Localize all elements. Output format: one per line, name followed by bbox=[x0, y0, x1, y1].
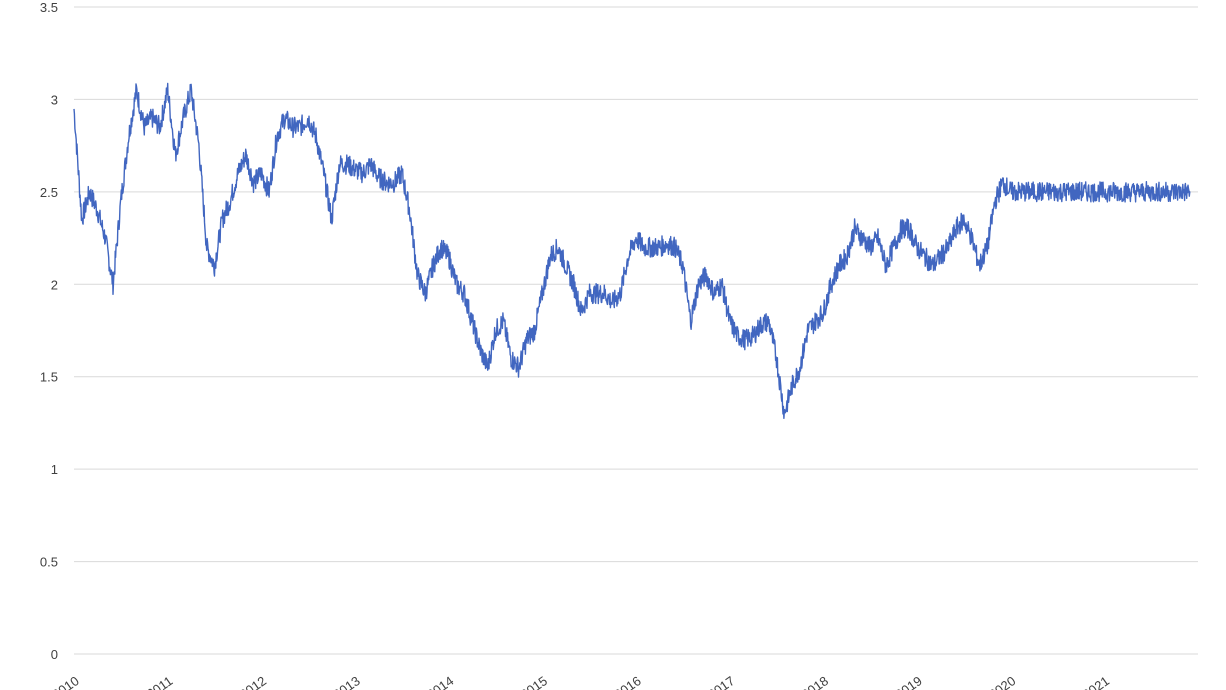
y-axis-ticks: 0 0.5 1 1.5 2 2.5 3 3.5 bbox=[40, 0, 58, 662]
x-tick-label: 2017 bbox=[705, 673, 737, 690]
y-tick-label: 2 bbox=[51, 277, 58, 292]
x-tick-label: 2014 bbox=[424, 673, 456, 690]
gridlines bbox=[74, 6, 1198, 655]
y-tick-label: 0 bbox=[51, 647, 58, 662]
y-tick-label: 0.5 bbox=[40, 555, 58, 570]
x-tick-label: 2019 bbox=[892, 673, 924, 690]
series-line-0 bbox=[73, 82, 1191, 419]
x-tick-label: 2010 bbox=[49, 673, 81, 690]
x-tick-label: 2020 bbox=[986, 673, 1018, 690]
y-tick-label: 3 bbox=[51, 92, 58, 107]
y-tick-label: 3.5 bbox=[40, 0, 58, 15]
y-tick-label: 2.5 bbox=[40, 185, 58, 200]
x-tick-label: 2018 bbox=[799, 673, 831, 690]
y-tick-label: 1 bbox=[51, 462, 58, 477]
x-tick-label: 2016 bbox=[611, 673, 643, 690]
x-axis-ticks: 2010 2011 2012 2013 2014 2015 2016 2017 2018 2019… bbox=[49, 673, 1112, 690]
x-tick-label: 2021 bbox=[1080, 673, 1112, 690]
series-layer bbox=[73, 82, 1191, 419]
x-tick-label: 2011 bbox=[144, 673, 176, 690]
x-tick-label: 2013 bbox=[330, 673, 362, 690]
x-tick-label: 2015 bbox=[518, 673, 550, 690]
y-tick-label: 1.5 bbox=[40, 370, 58, 385]
x-tick-label: 2012 bbox=[237, 673, 269, 690]
